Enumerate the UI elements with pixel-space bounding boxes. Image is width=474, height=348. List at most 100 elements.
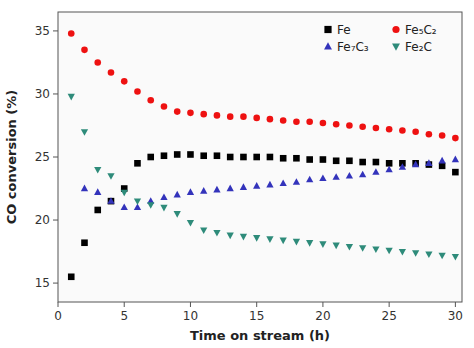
- point: [240, 183, 247, 190]
- x-tick-label: 10: [183, 309, 198, 323]
- point: [439, 157, 446, 164]
- point: [399, 249, 406, 256]
- point: [280, 238, 287, 245]
- point: [174, 191, 181, 198]
- x-tick: [455, 302, 456, 307]
- point: [94, 167, 101, 174]
- point: [161, 152, 168, 159]
- point: [200, 187, 207, 194]
- series: [68, 94, 459, 261]
- point: [134, 160, 141, 167]
- point: [426, 131, 433, 138]
- x-tick-label: 15: [249, 309, 264, 323]
- y-tick: [53, 30, 58, 31]
- point: [227, 154, 234, 161]
- point: [160, 193, 167, 200]
- x-tick: [256, 302, 257, 307]
- legend-label: Fe₇C₃: [337, 40, 369, 54]
- point: [108, 69, 115, 76]
- point: [240, 113, 247, 120]
- point: [320, 156, 327, 163]
- point: [160, 205, 167, 212]
- plot-area: [58, 12, 462, 302]
- point: [121, 190, 128, 197]
- point: [373, 159, 380, 166]
- legend-swatch: [324, 26, 331, 33]
- point: [187, 110, 194, 117]
- point: [267, 116, 274, 123]
- point: [81, 47, 88, 54]
- point: [439, 132, 446, 139]
- point: [253, 235, 260, 242]
- x-tick-label: 25: [382, 309, 397, 323]
- x-tick: [322, 302, 323, 307]
- point: [452, 135, 459, 142]
- point: [68, 273, 75, 280]
- point: [147, 97, 154, 104]
- point: [174, 211, 181, 218]
- point: [134, 198, 141, 205]
- point: [253, 154, 260, 161]
- point: [373, 125, 380, 132]
- x-tick-label: 30: [448, 309, 463, 323]
- series: [68, 30, 459, 141]
- point: [200, 227, 207, 234]
- point: [174, 151, 181, 158]
- point: [227, 113, 234, 120]
- point: [346, 172, 353, 179]
- point: [439, 163, 446, 170]
- point: [359, 123, 366, 130]
- point: [333, 121, 340, 128]
- y-tick-label: 30: [35, 87, 50, 101]
- x-tick-label: 0: [54, 309, 62, 323]
- point: [293, 239, 300, 246]
- point: [452, 254, 459, 261]
- point: [319, 241, 326, 248]
- point: [320, 120, 327, 127]
- point: [81, 185, 88, 192]
- point: [386, 248, 393, 255]
- point: [107, 197, 114, 204]
- point: [174, 108, 181, 115]
- x-tick: [124, 302, 125, 307]
- point: [306, 176, 313, 183]
- y-tick: [53, 220, 58, 221]
- marks: [68, 30, 459, 280]
- series: [81, 156, 459, 211]
- point: [240, 154, 247, 161]
- y-tick-label: 15: [35, 276, 50, 290]
- point: [161, 103, 168, 110]
- point: [439, 253, 446, 260]
- x-axis-label: Time on stream (h): [190, 328, 330, 343]
- point: [319, 174, 326, 181]
- point: [333, 157, 340, 164]
- y-tick: [53, 93, 58, 94]
- point: [372, 246, 379, 253]
- point: [147, 202, 154, 209]
- point: [359, 171, 366, 178]
- legend: FeFe₅C₂Fe₇C₃Fe₂C: [324, 23, 437, 54]
- point: [412, 161, 419, 168]
- x-tick-label: 5: [120, 309, 128, 323]
- point: [386, 166, 393, 173]
- point: [94, 207, 101, 214]
- point: [187, 220, 194, 227]
- point: [200, 152, 207, 159]
- legend-label: Fe₂C: [405, 40, 432, 54]
- point: [94, 188, 101, 195]
- point: [412, 250, 419, 257]
- point: [306, 118, 313, 125]
- x-tick: [58, 302, 59, 307]
- point: [333, 243, 340, 250]
- legend-label: Fe: [337, 23, 351, 37]
- point: [267, 154, 274, 161]
- point: [214, 112, 221, 119]
- point: [452, 169, 459, 176]
- point: [240, 234, 247, 241]
- point: [452, 156, 459, 163]
- point: [425, 159, 432, 166]
- point: [293, 118, 300, 125]
- point: [253, 115, 260, 122]
- legend-swatch: [324, 42, 332, 49]
- point: [68, 94, 75, 101]
